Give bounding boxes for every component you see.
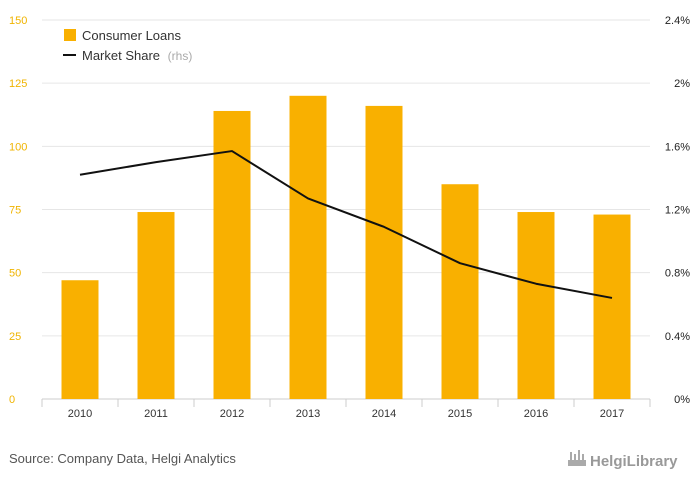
bar — [61, 280, 99, 399]
x-tick-label: 2015 — [448, 408, 472, 420]
y-tick-label-right: 1.6% — [665, 141, 690, 153]
y-tick-label-right: 0.8% — [665, 268, 690, 280]
bar — [517, 212, 555, 399]
legend-label-market-share: Market Share — [82, 48, 160, 63]
bar — [137, 212, 175, 399]
source-note: Source: Company Data, Helgi Analytics — [9, 451, 236, 466]
x-tick-label: 2010 — [68, 408, 92, 420]
bar — [289, 95, 327, 400]
y-tick-label-left: 75 — [9, 205, 21, 217]
x-tick-label: 2016 — [524, 408, 548, 420]
y-tick-label-right: 1.2% — [665, 205, 690, 217]
y-tick-label-left: 150 — [9, 15, 27, 27]
x-axis: 2010 2011 2012 2013 2014 2015 2016 2017 — [41, 399, 651, 420]
y-tick-label-right: 2.4% — [665, 15, 690, 27]
logo-text: HelgiLibrary — [590, 453, 678, 470]
y-tick-label-right: 0.4% — [665, 331, 690, 343]
x-tick-label: 2012 — [220, 408, 244, 420]
legend-note-rhs: (rhs) — [168, 49, 193, 63]
y-tick-label-right: 2% — [674, 78, 690, 90]
building-icon — [568, 450, 586, 466]
gridlines — [42, 19, 650, 400]
y-tick-label-left: 25 — [9, 331, 21, 343]
line-series — [79, 150, 613, 299]
x-tick-label: 2017 — [600, 408, 624, 420]
x-tick-label: 2011 — [144, 408, 168, 420]
bar — [441, 184, 479, 399]
bar-series — [61, 95, 631, 400]
market-share-line — [79, 150, 613, 299]
bar — [365, 105, 403, 399]
legend-swatch-consumer-loans — [64, 29, 76, 41]
left-axis: 0 25 50 75 100 125 150 — [9, 15, 27, 406]
x-tick-label: 2014 — [372, 408, 396, 420]
legend-label-consumer-loans: Consumer Loans — [82, 28, 181, 43]
right-axis: 0% 0.4% 0.8% 1.2% 1.6% 2% 2.4% — [665, 15, 690, 406]
legend: Consumer Loans Market Share (rhs) — [63, 28, 192, 63]
bar — [593, 214, 631, 399]
helgi-library-logo: HelgiLibrary — [568, 450, 678, 470]
y-tick-label-left: 100 — [9, 141, 27, 153]
y-tick-label-left: 125 — [9, 78, 27, 90]
x-tick-label: 2013 — [296, 408, 320, 420]
y-tick-label-right: 0% — [674, 394, 690, 406]
y-tick-label-left: 50 — [9, 268, 21, 280]
bar — [213, 110, 251, 400]
y-tick-label-left: 0 — [9, 394, 15, 406]
svg-text:Market Share (rhs): Market Share (rhs) — [82, 48, 192, 63]
